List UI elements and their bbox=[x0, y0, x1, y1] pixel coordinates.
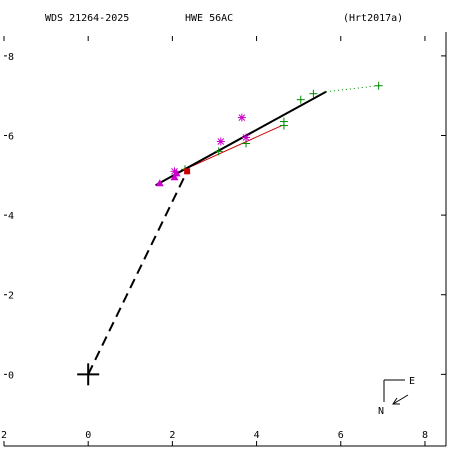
star-marker bbox=[237, 113, 246, 122]
filled-marker bbox=[184, 168, 191, 175]
plus-marker bbox=[309, 89, 318, 98]
plus-marker bbox=[214, 147, 223, 156]
motion-arrow-shaft bbox=[392, 394, 409, 405]
plus-marker bbox=[374, 81, 383, 90]
header-left-label: WDS 21264-2025 bbox=[45, 13, 129, 24]
separation-dashed-line bbox=[87, 170, 189, 375]
star-marker bbox=[216, 137, 225, 146]
tick-marks: 2 0 2 4 6 8 0 2 4 6 8 bbox=[1, 36, 446, 446]
star-marker-d2 bbox=[171, 167, 178, 175]
y-tick-label: 0 bbox=[8, 370, 14, 381]
triangle-marker bbox=[155, 179, 164, 187]
x-tick-label: 2 bbox=[1, 430, 7, 441]
motion-arrow-head bbox=[392, 397, 400, 405]
y-tick-label: 4 bbox=[8, 211, 14, 222]
triangle-marker bbox=[170, 173, 179, 181]
plus-marker bbox=[296, 95, 305, 104]
x-tick-label: 0 bbox=[85, 430, 91, 441]
triangle-marker bbox=[172, 169, 181, 177]
header-right-label: (Hrt2017a) bbox=[343, 13, 403, 24]
x-tick-label: 8 bbox=[422, 430, 428, 441]
x-tick-label: 4 bbox=[254, 430, 260, 441]
axes bbox=[4, 32, 447, 447]
star-marker-d2 bbox=[242, 134, 250, 141]
x-tick-label: 6 bbox=[338, 430, 344, 441]
compass-rose: E N bbox=[378, 376, 415, 417]
y-tick-label: 2 bbox=[8, 291, 14, 302]
plus-marker bbox=[279, 117, 288, 126]
residual-dotted-line bbox=[325, 85, 379, 93]
secondary-fit-line bbox=[184, 125, 283, 170]
compass-north-label: N bbox=[378, 406, 384, 417]
data-points bbox=[155, 81, 383, 187]
star-marker-d2 bbox=[238, 114, 246, 121]
x-tick-label: 2 bbox=[169, 430, 175, 441]
y-tick-label: 6 bbox=[8, 132, 14, 143]
compass-east-label: E bbox=[409, 376, 415, 387]
y-tick-label: 8 bbox=[8, 52, 14, 63]
header-center-label: HWE 56AC bbox=[185, 13, 233, 24]
star-marker-d2 bbox=[217, 138, 225, 145]
star-marker bbox=[242, 133, 251, 142]
